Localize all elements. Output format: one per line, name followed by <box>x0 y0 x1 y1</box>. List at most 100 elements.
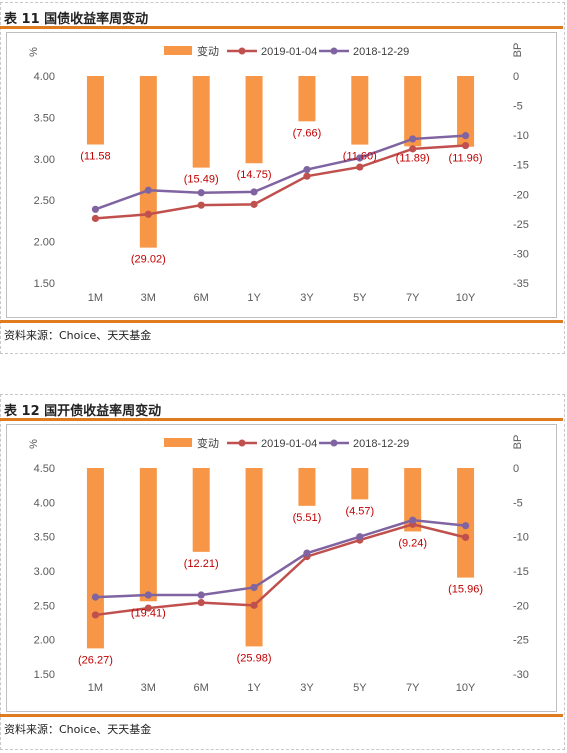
source-note: 资料来源：Choice、天天基金 <box>4 329 152 342</box>
right-tick-label: 0 <box>513 463 519 475</box>
bar-change-7Y <box>404 468 422 532</box>
series-point-2019-01-04 <box>91 611 100 619</box>
series-point-2018-12-29 <box>303 165 311 174</box>
category-label: 5Y <box>353 292 367 304</box>
left-tick-label: 4.00 <box>34 497 55 509</box>
yield-change-chart: 变动 2019-01-04 2018-12-29% BP 4.50 4.00 3.50 3.0… <box>28 435 529 694</box>
bar-change-6M <box>192 76 210 168</box>
category-label: 1M <box>88 682 103 694</box>
bar-change-1Y <box>245 76 263 164</box>
series-point-2018-12-29 <box>409 516 417 524</box>
series-point-2018-12-29 <box>461 522 470 530</box>
series-point-2018-12-29 <box>250 583 258 592</box>
category-label: 5Y <box>353 682 367 694</box>
right-tick-label: -10 <box>513 532 529 544</box>
series-line-2019-01-04 <box>95 523 466 617</box>
bar-change-5Y <box>351 468 369 500</box>
legend-marker-2019-01-04 <box>238 47 246 55</box>
series-point-2018-12-29 <box>197 189 205 197</box>
bar-data-label: (15.49) <box>184 174 219 186</box>
left-tick-label: 3.50 <box>34 532 55 544</box>
bar-data-label: (7.66) <box>293 127 322 139</box>
legend-label-2019-01-04: 2019-01-04 <box>261 438 317 450</box>
category-label: 10Y <box>456 682 476 694</box>
category-label: 7Y <box>406 292 420 304</box>
series-point-2018-12-29 <box>250 188 258 196</box>
series-point-2019-01-04 <box>250 200 258 208</box>
right-tick-label: -30 <box>513 248 529 260</box>
series-point-2019-01-04 <box>144 210 152 218</box>
category-label: 3M <box>141 682 156 694</box>
series-line-2018-12-29 <box>95 518 466 599</box>
series-point-2018-12-29 <box>356 154 364 162</box>
series-point-2019-01-04 <box>144 604 152 612</box>
bar-data-label: (5.51) <box>293 512 322 524</box>
bar-data-label: (12.21) <box>184 558 219 570</box>
left-tick-label: 2.50 <box>34 195 55 207</box>
series-point-2019-01-04 <box>461 141 470 150</box>
bar-data-label: (9.24) <box>398 537 427 549</box>
category-label: 1Y <box>247 682 261 694</box>
left-tick-label: 2.00 <box>34 635 55 647</box>
right-tick-label: -35 <box>513 278 529 290</box>
legend: 变动 2019-01-04 2018-12-29 <box>164 436 409 450</box>
right-tick-label: -25 <box>513 635 529 647</box>
right-tick-label: -25 <box>513 219 529 231</box>
category-label: 10Y <box>456 292 476 304</box>
left-tick-label: 4.00 <box>34 71 55 83</box>
series-point-2018-12-29 <box>91 205 100 213</box>
category-label: 7Y <box>406 682 420 694</box>
legend: 变动 2019-01-04 2018-12-29 <box>164 44 409 58</box>
left-axis-unit: % <box>28 47 40 57</box>
legend-label-2019-01-04: 2019-01-04 <box>261 46 317 58</box>
right-axis-unit: BP <box>512 43 524 58</box>
legend-marker-2019-01-04 <box>238 439 246 447</box>
title-rule <box>0 418 563 421</box>
bar-data-label: (11.60) <box>343 151 377 163</box>
right-tick-label: 0 <box>513 71 519 83</box>
left-tick-label: 3.50 <box>34 112 55 124</box>
source-note: 资料来源：Choice、天天基金 <box>4 723 152 736</box>
series-point-2019-01-04 <box>197 201 205 209</box>
left-tick-label: 2.50 <box>34 600 55 612</box>
bar-change-1M <box>86 468 104 649</box>
left-tick-label: 3.00 <box>34 566 55 578</box>
bar-change-5Y <box>351 76 369 145</box>
right-tick-label: -5 <box>513 497 523 509</box>
panel-title-row: 表 11 国债收益率周变动 <box>0 3 563 29</box>
panel-title: 表 11 国债收益率周变动 <box>4 12 149 27</box>
yield-change-chart: 变动 2019-01-04 2018-12-29% BP 4.00 3.50 3.00 2.5… <box>28 43 529 304</box>
right-tick-label: -20 <box>513 189 529 201</box>
series-point-2019-01-04 <box>409 145 417 153</box>
panel-frame <box>0 394 565 750</box>
series-point-2019-01-04 <box>250 601 258 609</box>
bar-change-3M <box>139 468 157 602</box>
legend-label-change: 变动 <box>197 436 219 450</box>
bar-change-1Y <box>245 468 263 647</box>
series-point-2019-01-04 <box>461 533 470 541</box>
category-label: 3Y <box>300 682 314 694</box>
bar-data-label: (14.75) <box>237 169 272 181</box>
panel-frame <box>0 2 565 354</box>
legend-marker-2018-12-29 <box>330 439 338 447</box>
series-point-2018-12-29 <box>409 135 417 143</box>
series-point-2018-12-29 <box>303 549 311 557</box>
source-rule <box>0 320 563 323</box>
series-point-2018-12-29 <box>461 132 470 140</box>
right-tick-label: -10 <box>513 130 529 142</box>
bar-change-1M <box>86 76 104 145</box>
category-label: 1Y <box>247 292 261 304</box>
right-tick-label: -30 <box>513 669 529 681</box>
bar-data-label: (26.27) <box>78 654 113 666</box>
left-tick-label: 1.50 <box>34 278 55 290</box>
series-point-2019-01-04 <box>197 598 205 607</box>
category-label: 3M <box>141 292 156 304</box>
series-point-2018-12-29 <box>91 593 100 601</box>
bar-data-label: (4.57) <box>345 505 374 517</box>
bar-data-label: (11.89) <box>396 152 430 164</box>
bar-change-3Y <box>298 468 316 506</box>
chart-container: 变动 2019-01-04 2018-12-29% BP 4.00 3.50 3.00 2.5… <box>6 32 557 318</box>
source-rule <box>0 714 563 717</box>
legend-marker-2018-12-29 <box>330 47 338 55</box>
series-point-2019-01-04 <box>356 163 364 171</box>
